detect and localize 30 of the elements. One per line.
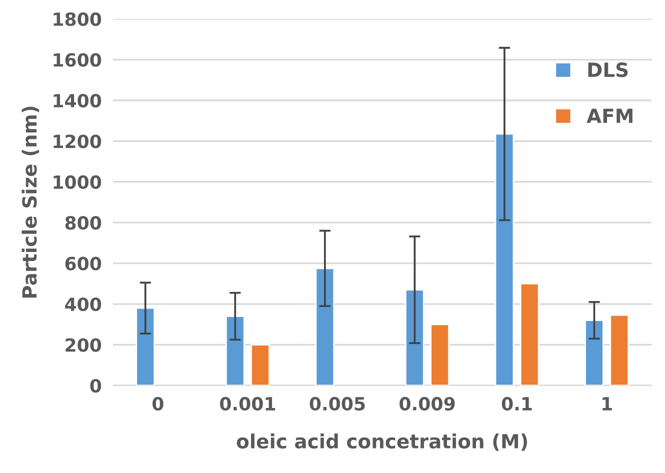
x-tick-label: 1: [602, 397, 612, 410]
bar: [494, 133, 514, 386]
bar: [136, 307, 156, 386]
y-tick-label: 1000: [54, 175, 102, 189]
x-tick-label: 0: [152, 396, 164, 411]
y-tick-label: 600: [65, 256, 102, 270]
bar: [405, 289, 424, 386]
y-tick-label: 200: [66, 338, 102, 352]
legend-label: AFM: [586, 108, 632, 123]
bar: [610, 314, 630, 386]
bar: [584, 320, 604, 386]
y-tick-label: 400: [65, 297, 102, 312]
y-tick-label: 800: [65, 216, 102, 230]
x-tick-label: 0.001: [220, 396, 276, 411]
legend-label: DLS: [588, 62, 628, 78]
x-axis-title: oleic acid concetration (M): [236, 434, 528, 451]
y-tick-label: 1600: [54, 53, 102, 67]
x-tick-label: 0.009: [400, 396, 455, 411]
bar: [520, 282, 540, 386]
x-tick-label: 0.005: [310, 396, 365, 411]
bar: [315, 268, 335, 386]
bar: [225, 316, 245, 386]
y-tick-label: 0: [90, 378, 102, 393]
y-tick-label: 1800: [54, 12, 102, 26]
x-tick-label: 0.1: [502, 396, 532, 411]
bar: [250, 344, 270, 386]
bar: [430, 324, 450, 386]
y-tick-label: 1200: [54, 134, 102, 148]
y-axis-title: Particle Size (nm): [22, 106, 40, 298]
y-tick-label: 1400: [54, 94, 102, 108]
